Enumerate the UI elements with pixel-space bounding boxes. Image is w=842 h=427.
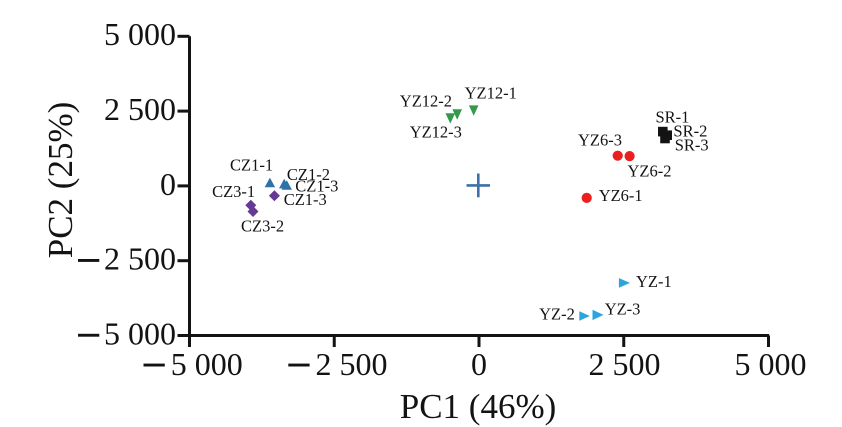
svg-text:PC2 (25%): PC2 (25%) <box>41 102 80 259</box>
svg-text:2 500: 2 500 <box>589 346 661 382</box>
svg-text:2 500: 2 500 <box>316 346 388 382</box>
svg-text:CZ1-3: CZ1-3 <box>295 177 338 196</box>
svg-text:0: 0 <box>471 346 487 382</box>
svg-text:YZ-1: YZ-1 <box>636 272 672 291</box>
svg-text:SR-2: SR-2 <box>673 122 707 141</box>
svg-text:CZ1-3: CZ1-3 <box>284 190 327 209</box>
svg-text:2 500: 2 500 <box>104 91 176 127</box>
svg-text:YZ6-2: YZ6-2 <box>628 162 672 181</box>
svg-text:5 000: 5 000 <box>171 346 243 382</box>
svg-text:CZ3-1: CZ3-1 <box>212 182 255 201</box>
svg-text:YZ12-1: YZ12-1 <box>465 83 517 102</box>
svg-text:SR-3: SR-3 <box>675 136 709 155</box>
svg-text:YZ12-2: YZ12-2 <box>400 92 452 111</box>
svg-text:YZ6-3: YZ6-3 <box>578 131 622 150</box>
svg-text:CZ1-1: CZ1-1 <box>230 156 273 175</box>
svg-text:CZ3-2: CZ3-2 <box>241 217 284 236</box>
svg-text:2 500: 2 500 <box>104 241 176 277</box>
svg-text:YZ6-1: YZ6-1 <box>599 186 643 205</box>
svg-text:5 000: 5 000 <box>735 346 807 382</box>
svg-text:YZ12-3: YZ12-3 <box>410 123 462 142</box>
svg-text:5 000: 5 000 <box>104 315 176 351</box>
svg-text:CZ1-2: CZ1-2 <box>287 165 330 184</box>
svg-text:YZ-2: YZ-2 <box>539 304 575 323</box>
svg-text:PC1 (46%): PC1 (46%) <box>400 387 557 426</box>
svg-text:0: 0 <box>160 166 176 202</box>
svg-text:SR-1: SR-1 <box>656 107 690 126</box>
svg-text:YZ-3: YZ-3 <box>605 299 641 318</box>
svg-text:5 000: 5 000 <box>104 16 176 52</box>
